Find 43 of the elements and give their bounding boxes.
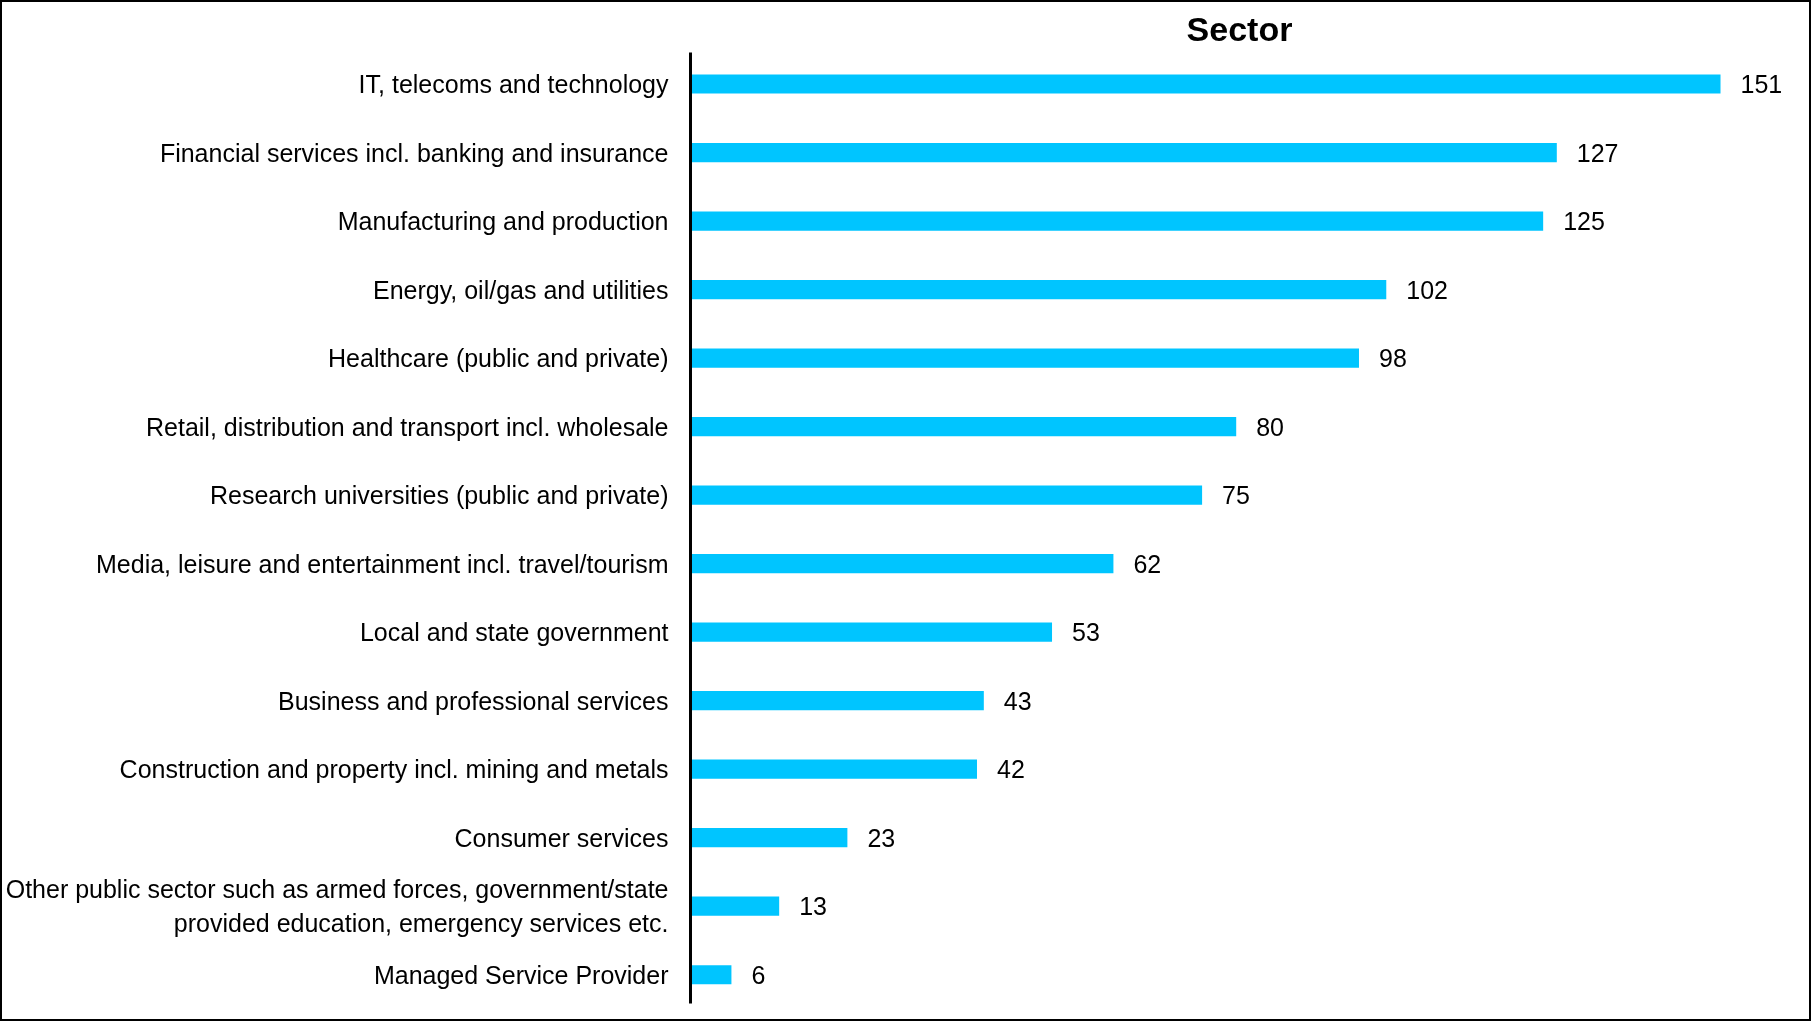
y-tick-label: Consumer services [454, 823, 669, 852]
data-label: 53 [1072, 618, 1100, 647]
y-tick-label: Managed Service Provider [373, 960, 669, 989]
bar [690, 142, 1557, 163]
bar [690, 348, 1359, 368]
bar [690, 554, 1114, 574]
y-tick-label: Construction and property incl. mining and metals [119, 755, 669, 784]
bar [690, 691, 984, 711]
y-tick-label: Research universities (public and private) [209, 481, 669, 510]
bar [690, 74, 1721, 94]
bar [690, 896, 780, 916]
bar [690, 759, 977, 779]
bar [690, 211, 1544, 231]
y-tick-label: Media, leisure and entertainment incl. travel/tourism [96, 549, 669, 578]
y-tick-label: Local and state government [359, 618, 669, 647]
data-label: 127 [1576, 138, 1619, 167]
y-tick-label: Manufacturing and production [337, 207, 669, 236]
y-tick-label: Energy, oil/gas and utilities [372, 275, 669, 304]
bar [690, 417, 1237, 437]
bar [690, 622, 1053, 642]
y-tick-label: Other public sector such as armed forces, government/state provided education, emergency services etc. [5, 875, 669, 938]
data-label: 42 [997, 755, 1025, 784]
bar [690, 279, 1387, 300]
data-label: 13 [799, 892, 827, 921]
data-label: 102 [1406, 275, 1448, 304]
bar [690, 828, 848, 848]
data-label: 43 [1003, 686, 1032, 715]
y-tick-label: IT, telecoms and technology [358, 70, 669, 99]
bar [690, 965, 732, 985]
data-label: 75 [1222, 481, 1250, 510]
data-label: 151 [1740, 70, 1783, 99]
y-tick-label: Business and professional services [278, 686, 669, 715]
data-label: 23 [867, 823, 896, 852]
y-tick-label: Retail, distribution and transport incl. wholesale [146, 412, 669, 441]
data-label: 98 [1378, 344, 1407, 373]
bar [690, 485, 1203, 505]
data-label: 62 [1133, 549, 1162, 578]
y-tick-label: Financial services incl. banking and insurance [159, 138, 669, 167]
data-label: 6 [751, 960, 766, 989]
data-label: 125 [1563, 207, 1605, 236]
chart-title: Sector [1186, 9, 1293, 48]
y-tick-label: Healthcare (public and private) [328, 344, 669, 373]
data-label: 80 [1256, 412, 1285, 441]
